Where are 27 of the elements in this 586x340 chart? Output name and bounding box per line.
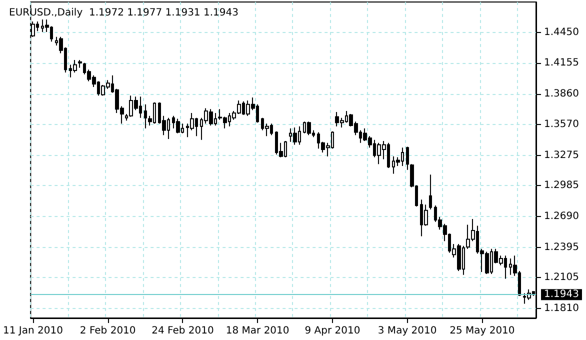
y-tick-label: 1.2105 (544, 272, 579, 284)
x-tick-label: 24 Feb 2010 (152, 326, 214, 336)
candlestick (144, 104, 147, 129)
y-tick-label: 1.1810 (544, 303, 579, 314)
x-tick-label: 9 Apr 2010 (304, 326, 360, 336)
candlestick (78, 59, 82, 68)
candlestick (307, 121, 311, 136)
ref-line-label: 1.1943 (544, 289, 579, 300)
y-tick-label: 1.2395 (544, 242, 579, 253)
x-tick-label: 3 May 2010 (378, 326, 437, 336)
y-tick-label: 1.3570 (544, 118, 579, 130)
candlestick (406, 146, 409, 170)
candlestick (176, 118, 180, 134)
y-tick-label: 1.2690 (544, 211, 579, 222)
y-tick-label: 1.4155 (544, 58, 579, 69)
x-tick-label: 2 Feb 2010 (80, 326, 136, 336)
candlestick (293, 126, 297, 146)
y-tick-label: 1.3275 (544, 150, 579, 161)
y-tick-label: 1.2985 (544, 180, 579, 192)
x-tick-label: 11 Jan 2010 (2, 326, 63, 336)
candlestick (429, 174, 432, 210)
x-tick-label: 25 May 2010 (450, 326, 515, 336)
y-tick-label: 1.3860 (544, 88, 579, 100)
text: EURUSD.,Daily 1.1972 1.1977 1.1931 1.1943 (9, 8, 238, 18)
x-tick-label: 18 Mar 2010 (226, 326, 290, 336)
y-tick-label: 1.4450 (544, 26, 579, 38)
candlestick (73, 59, 77, 74)
